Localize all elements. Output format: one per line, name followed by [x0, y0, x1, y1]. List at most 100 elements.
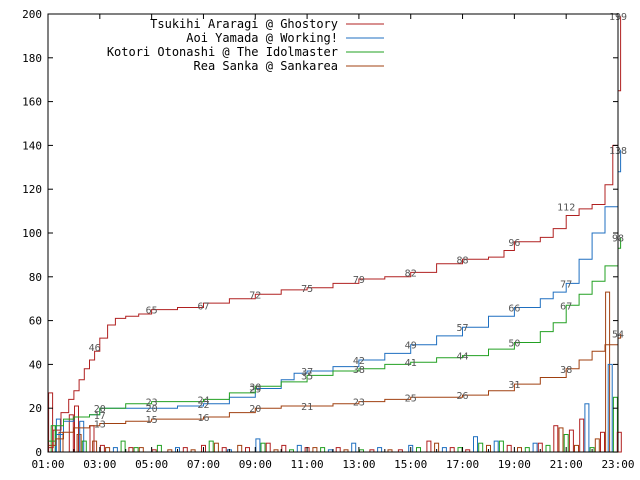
bar-2 — [55, 418, 61, 453]
y-tick-label-0: 0 — [35, 446, 42, 459]
bar-55 — [449, 447, 455, 453]
x-tick-label-0: 01:00 — [31, 458, 64, 471]
data-label-2-5: 38 — [353, 365, 365, 376]
bar-25 — [208, 440, 214, 453]
lines-layer — [48, 16, 622, 453]
series-line-3 — [48, 333, 622, 446]
bar-37 — [296, 444, 302, 453]
data-label-1-2: 22 — [197, 400, 209, 411]
data-label-0-2: 67 — [197, 301, 209, 312]
data-label-2-0: 17 — [94, 411, 106, 422]
bar-64 — [517, 447, 522, 453]
bar-44 — [351, 442, 357, 453]
legend-label-2: Kotori Otonashi @ The Idolmaster — [107, 45, 338, 59]
series-line-2 — [48, 237, 622, 442]
data-label-3-2: 16 — [197, 413, 209, 424]
bar-3 — [58, 431, 64, 453]
data-label-3-8: 31 — [508, 380, 520, 391]
bar-72 — [568, 429, 574, 453]
data-label-0-9: 112 — [557, 203, 575, 214]
bar-15 — [128, 447, 134, 453]
data-label-0-7: 88 — [456, 255, 468, 266]
data-label-3-0: 13 — [94, 420, 106, 431]
data-label-2-4: 35 — [301, 371, 313, 382]
data-label-1-1: 20 — [146, 404, 158, 415]
x-tick-label-6: 13:00 — [342, 458, 375, 471]
bar-59 — [478, 442, 484, 453]
bar-31 — [255, 438, 261, 453]
data-label-2-7: 44 — [456, 352, 468, 363]
data-label-2-1: 23 — [146, 398, 158, 409]
x-tick-label-1: 03:00 — [83, 458, 116, 471]
bar-78 — [600, 431, 605, 453]
y-tick-label-6: 120 — [22, 183, 42, 196]
data-label-0-8: 96 — [508, 238, 520, 249]
series-line-0 — [48, 16, 622, 449]
bar-30 — [245, 447, 250, 453]
bar-26 — [213, 442, 219, 453]
bar-79 — [605, 291, 611, 453]
bar-10 — [92, 440, 98, 453]
x-tick-label-4: 09:00 — [239, 458, 272, 471]
legend-label-0: Tsukihi Araragi @ Ghostory — [150, 17, 338, 31]
plot-frame — [47, 13, 619, 453]
data-label-3-4: 21 — [301, 402, 313, 413]
x-tick-label-2: 05:00 — [135, 458, 168, 471]
bar-4 — [68, 414, 74, 453]
bar-13 — [112, 447, 118, 453]
bar-69 — [553, 425, 559, 453]
data-label-0-5: 79 — [353, 275, 365, 286]
bar-8 — [81, 440, 87, 453]
bar-62 — [498, 440, 504, 453]
bar-33 — [265, 442, 271, 453]
data-label-1-9: 77 — [560, 279, 572, 290]
y-tick-label-1: 20 — [29, 402, 42, 415]
data-label-0-3: 72 — [249, 290, 261, 301]
bar-51 — [416, 447, 421, 453]
bar-65 — [524, 447, 530, 453]
x-tick-label-11: 23:00 — [601, 458, 634, 471]
data-label-1-0: 20 — [94, 404, 106, 415]
bar-75 — [584, 403, 590, 453]
bar-19 — [156, 444, 162, 453]
data-label-1-5: 42 — [353, 356, 365, 367]
legend-label-1: Aoi Yamada @ Working! — [186, 31, 338, 45]
data-label-2-6: 41 — [405, 358, 417, 369]
bar-17 — [138, 447, 144, 453]
data-label-2-8: 50 — [508, 339, 520, 350]
y-tick-label-10: 200 — [22, 8, 42, 21]
bar-12 — [105, 447, 111, 453]
bar-5 — [74, 405, 79, 453]
data-label-0-4: 75 — [301, 284, 313, 295]
bar-73 — [574, 444, 579, 453]
bar-11 — [99, 444, 105, 453]
bar-40 — [320, 447, 326, 453]
bar-16 — [133, 447, 139, 453]
y-tick-label-7: 140 — [22, 139, 42, 152]
data-label-0-1: 65 — [146, 306, 158, 317]
bar-27 — [221, 447, 227, 453]
axis-layer: 0 20 40 60 80 100 120 140 160 180 200 01:00 03:00 05:… — [22, 8, 634, 471]
y-tick-label-3: 60 — [29, 315, 42, 328]
bar-63 — [506, 444, 512, 453]
data-label-1-7: 57 — [456, 323, 468, 334]
bar-66 — [532, 442, 538, 453]
bar-39 — [312, 447, 318, 453]
bar-42 — [335, 447, 341, 453]
bar-80 — [607, 363, 613, 453]
x-tick-label-9: 19:00 — [498, 458, 531, 471]
x-tick-label-7: 15:00 — [394, 458, 427, 471]
data-label-2-3: 30 — [249, 382, 261, 393]
bar-7 — [79, 420, 85, 453]
bar-82 — [616, 431, 622, 453]
bar-22 — [182, 447, 188, 453]
x-tick-label-10: 21:00 — [550, 458, 583, 471]
bar-52 — [426, 440, 432, 453]
x-tick-label-8: 17:00 — [446, 458, 479, 471]
bar-68 — [545, 444, 551, 453]
y-tick-label-2: 40 — [29, 358, 42, 371]
data-label-1-4: 37 — [301, 367, 313, 378]
